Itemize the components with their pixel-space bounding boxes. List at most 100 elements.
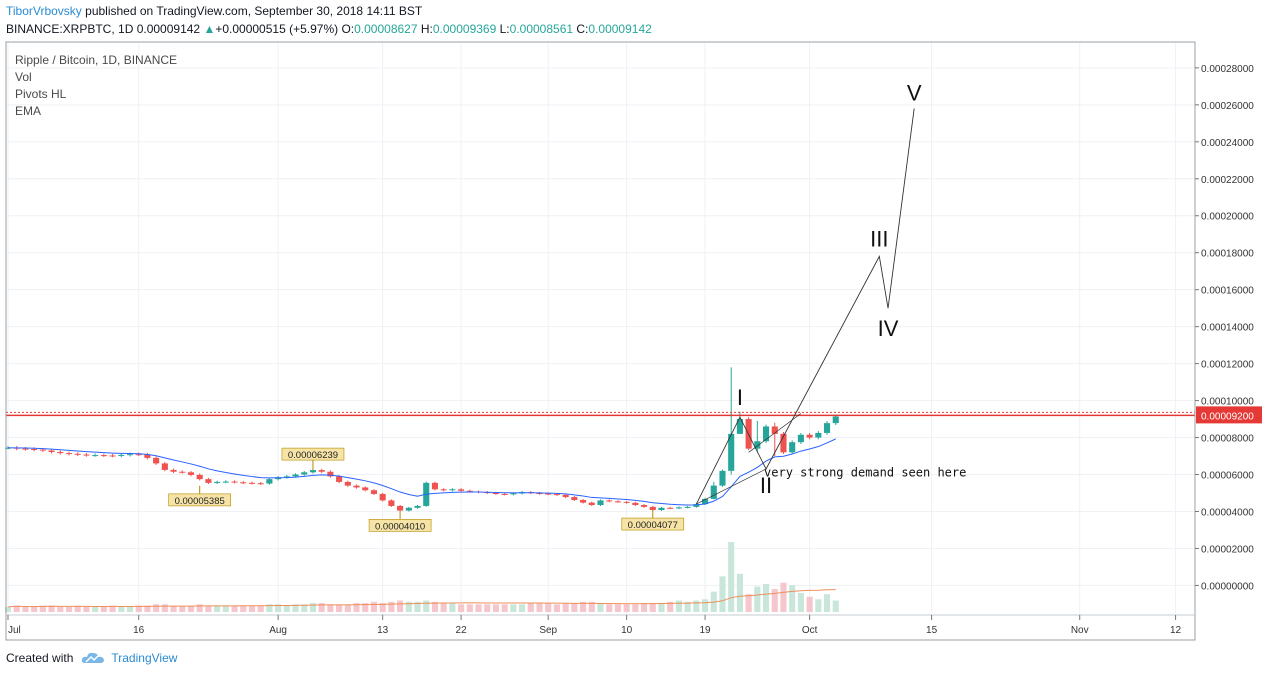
candle-body <box>196 474 203 480</box>
x-tick-label: Nov <box>1071 625 1089 636</box>
volume-bar <box>327 604 334 612</box>
volume-bar <box>170 605 177 612</box>
plot-frame <box>5 41 1196 641</box>
volume-bar <box>100 606 107 612</box>
y-tick-label: 0.00022000 <box>1201 175 1254 186</box>
candle-body <box>414 505 421 508</box>
volume-bar <box>187 605 195 612</box>
pivot-label: 0.00004010 <box>375 521 425 532</box>
candle-body <box>815 432 822 438</box>
volume-bar <box>397 600 404 612</box>
volume-bar <box>275 604 282 612</box>
volume-bar <box>353 603 360 612</box>
candle-body <box>553 494 560 496</box>
chart-legend: Ripple / Bitcoin, 1D, BINANCE Vol Pivots… <box>15 53 177 118</box>
volume-bar <box>214 605 221 612</box>
ohlc-open-label: O: <box>341 22 355 36</box>
candle-body <box>179 471 186 473</box>
volume-bar <box>754 586 761 612</box>
price-change: +0.00000515 (+5.97%) <box>215 22 339 36</box>
volume-bar <box>4 606 12 612</box>
volume-bar <box>510 604 517 612</box>
ohlc-high-label: H: <box>420 22 433 36</box>
volume-bar <box>527 603 534 612</box>
volume-bar <box>466 604 473 612</box>
candle-body <box>492 493 499 495</box>
candle-body <box>57 451 64 454</box>
trend-line <box>696 468 767 505</box>
candle-body <box>83 454 90 456</box>
candle-body <box>832 416 839 424</box>
volume-bar <box>370 601 378 612</box>
ohlc-low-label: L: <box>499 22 510 36</box>
candle-body <box>580 500 587 503</box>
candle-body <box>614 501 621 503</box>
pivot-label-bg <box>168 493 231 507</box>
x-tick-label: 12 <box>1170 625 1182 636</box>
volume-bar <box>588 601 595 612</box>
pivot-label-bg <box>368 519 432 532</box>
candle-body <box>597 500 604 506</box>
volume-bar <box>336 604 343 612</box>
volume-bar <box>440 603 447 612</box>
ohlc-open: 0.00008627 <box>354 22 418 36</box>
y-tick-label: 0.00016000 <box>1201 286 1254 297</box>
volume-bar <box>458 604 465 612</box>
volume-bar <box>623 604 630 612</box>
candle-body <box>214 481 221 483</box>
x-tick-label: 19 <box>699 625 711 636</box>
volume-bar <box>153 604 160 612</box>
candle-body <box>388 500 395 506</box>
tradingview-link[interactable]: TradingView <box>111 651 178 665</box>
symbol-name: BINANCE:XRPBTC, 1D <box>6 22 134 36</box>
volume-bar <box>562 603 569 612</box>
candle-body <box>257 483 264 485</box>
created-with-text: Created with <box>6 651 74 665</box>
volume-bar <box>344 604 351 612</box>
chart-overlays: 0.00009200 0.00005385 0.00006239 0.00004010… <box>6 81 1262 532</box>
footer: Created with TradingView <box>6 651 177 665</box>
candle-body <box>684 506 691 508</box>
candle-body <box>135 454 142 456</box>
candle-body <box>318 470 325 472</box>
volume-bar <box>292 604 299 612</box>
candle-body <box>222 481 229 483</box>
legend-symbol[interactable]: Ripple / Bitcoin, 1D, BINANCE <box>15 53 177 67</box>
volume-bar <box>667 601 674 612</box>
volume-bar <box>606 604 613 612</box>
legend-vol[interactable]: Vol <box>15 70 32 84</box>
volume-bar <box>597 603 604 612</box>
volume-bar <box>283 605 290 612</box>
volume-bar <box>614 604 621 612</box>
volume-bar <box>22 606 29 612</box>
volume-bar <box>693 600 700 612</box>
candle-body <box>571 497 578 501</box>
candle-body <box>823 423 831 433</box>
legend-pivots[interactable]: Pivots HL <box>15 87 67 101</box>
pivot-marker: 0.00006239 <box>281 447 345 471</box>
candle-body <box>771 426 778 434</box>
price-label: 0.00009200 <box>1201 411 1254 422</box>
volume-bar <box>301 604 308 612</box>
y-tick-label: 0.00018000 <box>1201 249 1254 260</box>
candle-body <box>797 434 804 443</box>
volume-bar <box>545 603 552 612</box>
y-tick-label: 0.00010000 <box>1201 397 1254 408</box>
volume-bar <box>231 605 238 612</box>
y-tick-label: 0.00008000 <box>1201 434 1254 445</box>
volume-bar <box>161 604 168 612</box>
pivot-label: 0.00005385 <box>175 496 225 507</box>
candle-body <box>702 498 709 505</box>
volume-bar <box>658 603 665 612</box>
candle-body <box>806 434 813 438</box>
volume-bar <box>641 603 648 612</box>
chart-axes: 0.00028000 0.00026000 0.00024000 0.00022000… <box>5 41 1254 641</box>
legend-ema[interactable]: EMA <box>15 104 41 118</box>
candle-body <box>292 474 299 477</box>
volume-bar <box>780 582 787 612</box>
author-link[interactable]: TiborVrbovsky <box>6 4 82 18</box>
volume-bar <box>118 606 125 612</box>
volume-bar <box>728 542 735 612</box>
y-tick-label: 0.00020000 <box>1201 212 1254 223</box>
